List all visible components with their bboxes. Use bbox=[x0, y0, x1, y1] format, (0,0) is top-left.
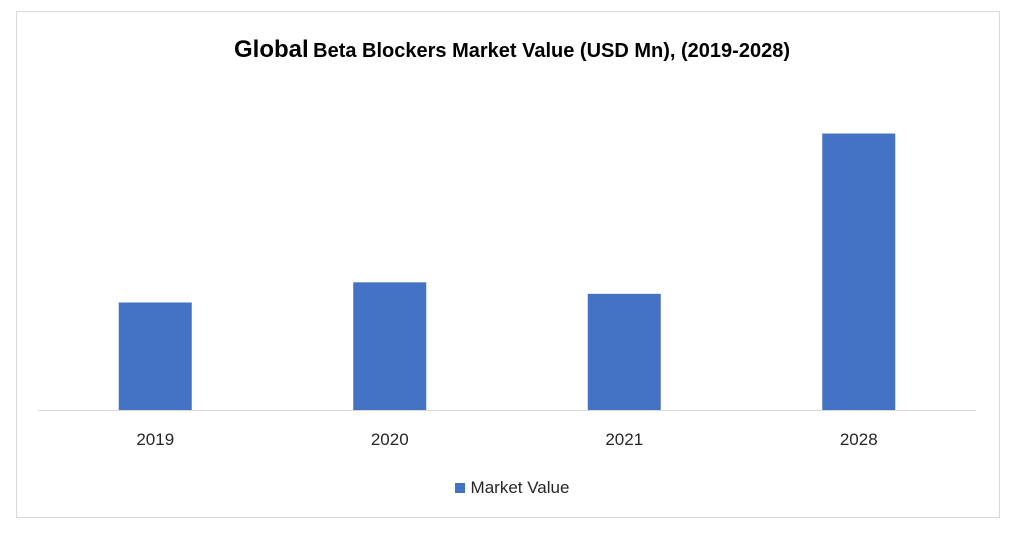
x-tick-label-2019: 2019 bbox=[136, 430, 174, 449]
chart-title-rest: Beta Blockers Market Value (USD Mn), (20… bbox=[313, 40, 790, 62]
legend-label: Market Value bbox=[470, 478, 570, 497]
bar-2021 bbox=[587, 293, 661, 410]
bar-2019 bbox=[118, 302, 192, 410]
chart-title-lead: Global bbox=[234, 36, 309, 63]
bar-2020 bbox=[353, 282, 427, 410]
x-tick-label-2021: 2021 bbox=[605, 430, 643, 449]
legend: Market Value bbox=[0, 478, 1024, 498]
legend-swatch bbox=[454, 483, 465, 493]
x-tick-label-2020: 2020 bbox=[371, 430, 409, 449]
x-tick-label-2028: 2028 bbox=[840, 430, 878, 449]
bar-2028 bbox=[822, 133, 896, 410]
chart-title: Global Beta Blockers Market Value (USD M… bbox=[0, 36, 1024, 64]
